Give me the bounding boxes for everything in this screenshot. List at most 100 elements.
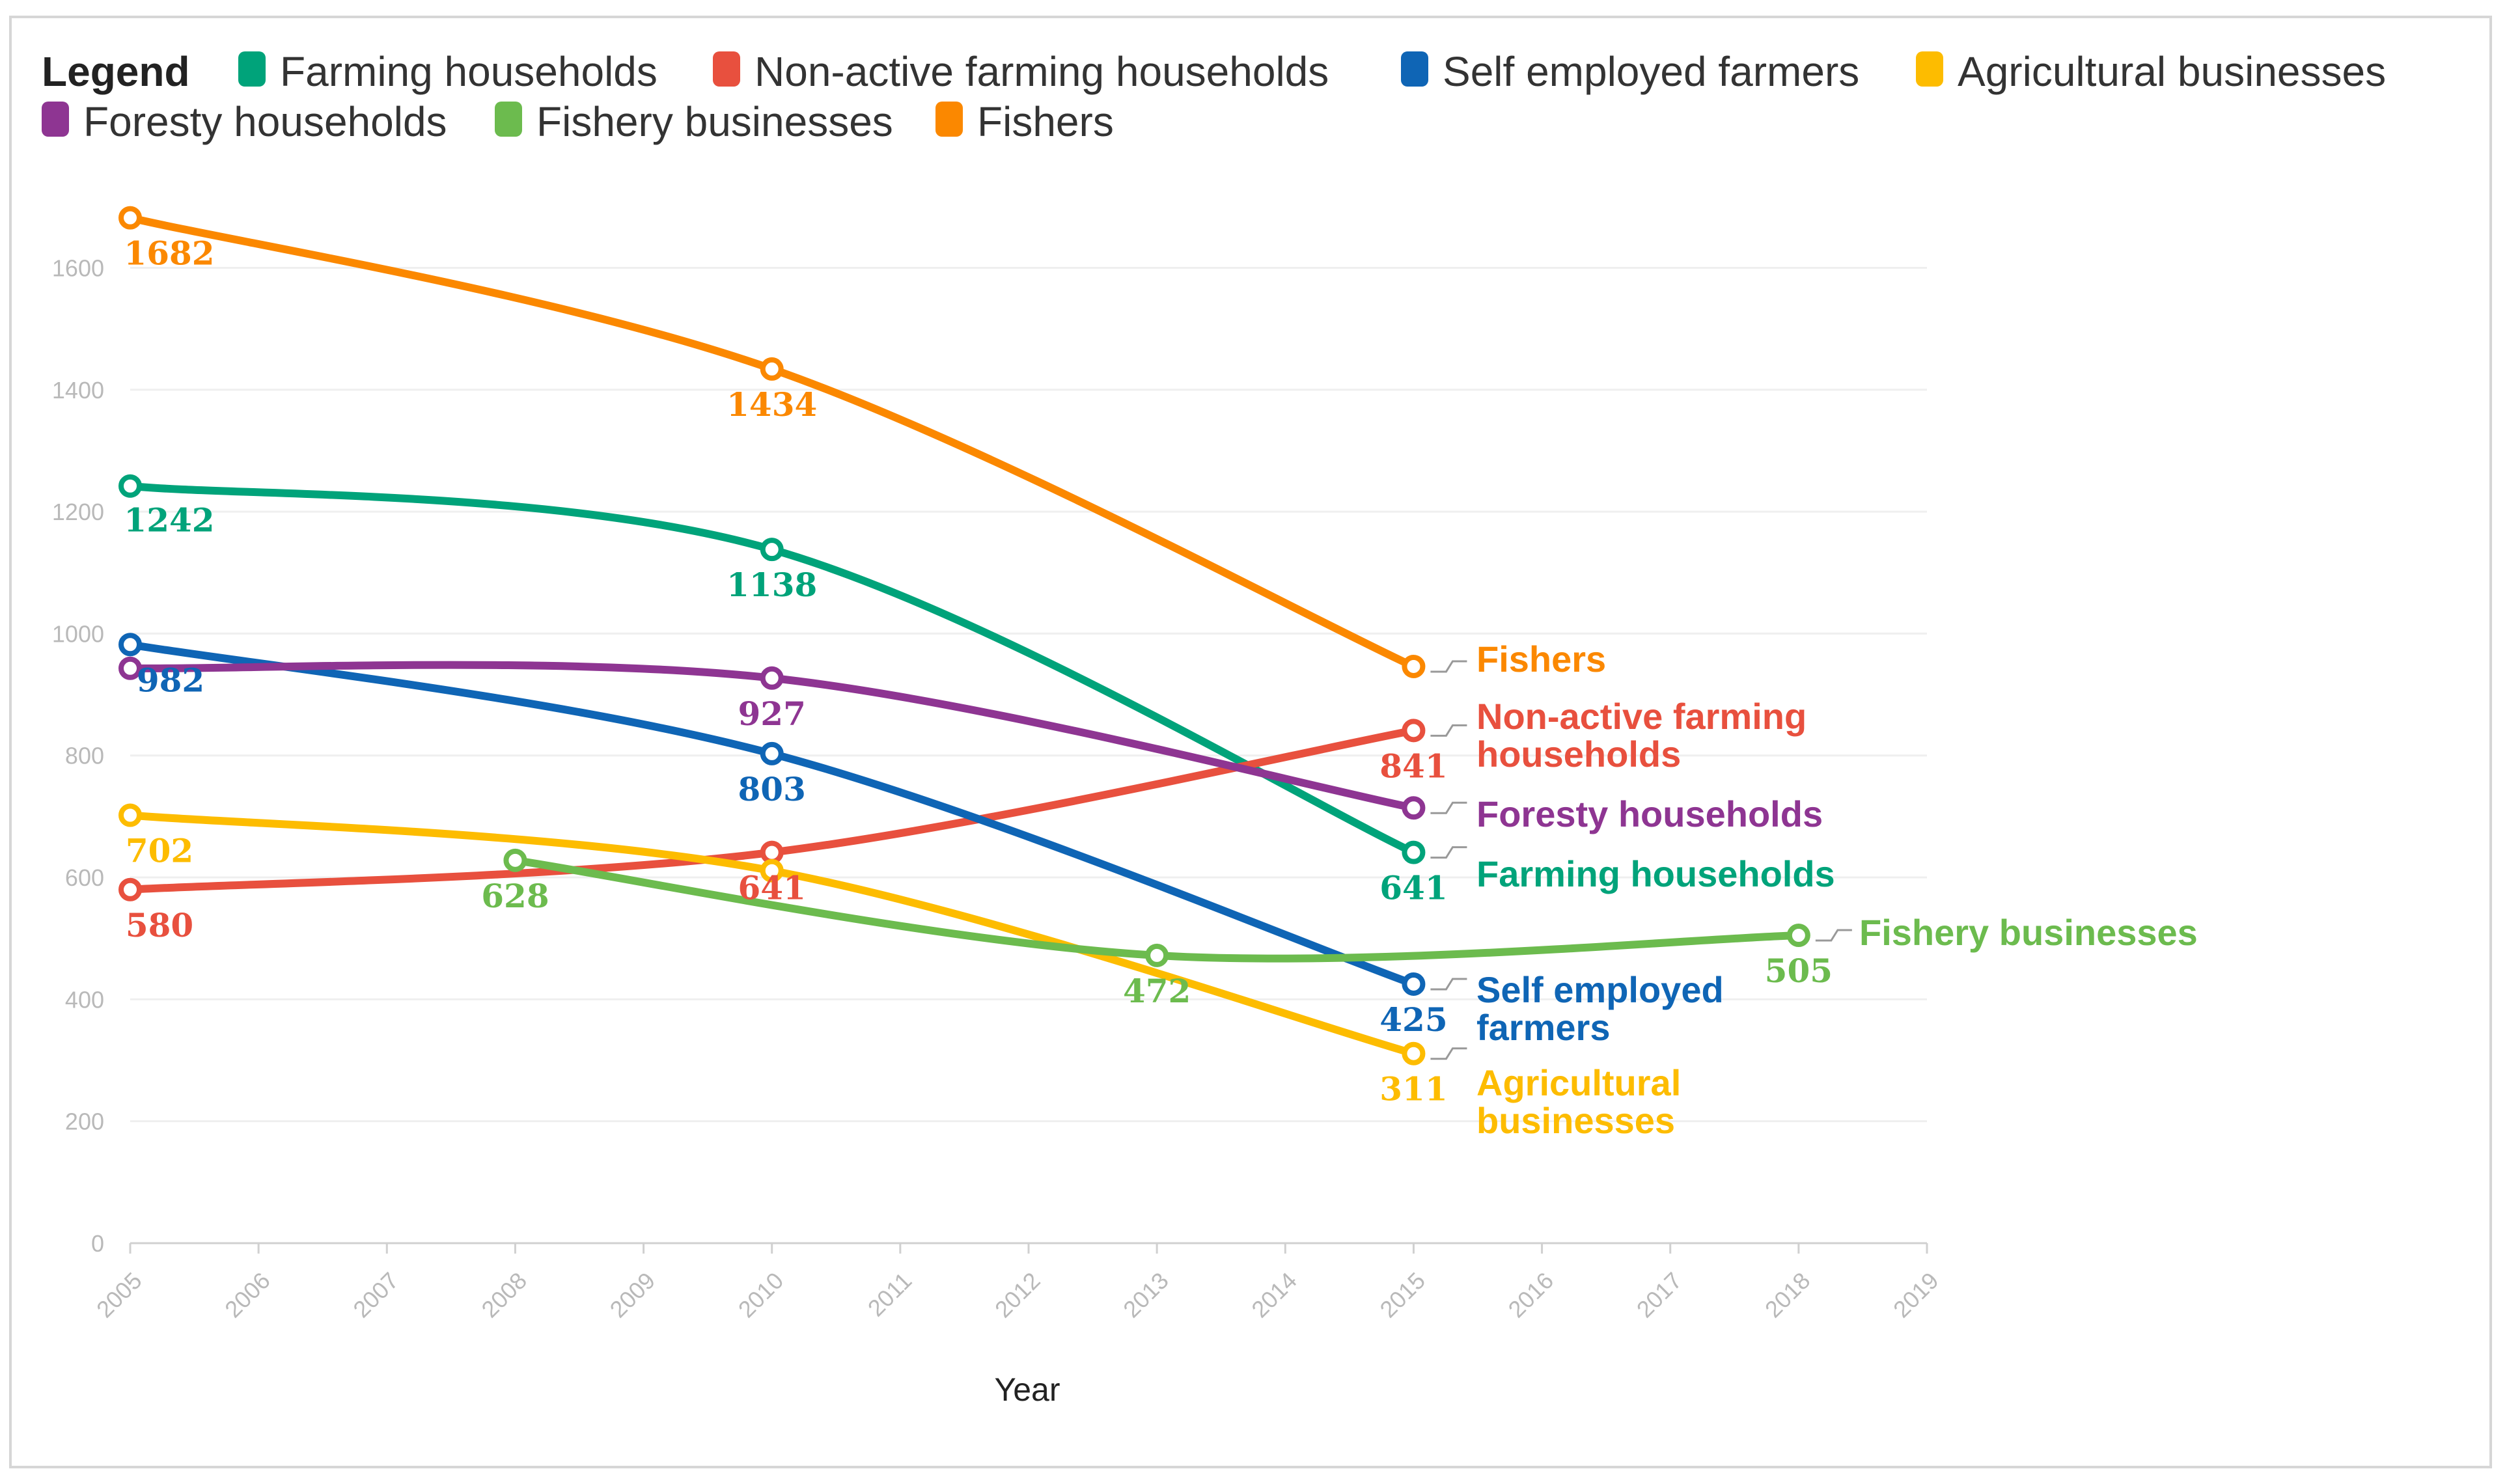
marker-fishbiz <box>503 848 527 872</box>
end-label-agri: Agricultural <box>1476 1062 1681 1103</box>
x-tick-label: 2012 <box>990 1267 1046 1323</box>
axes: 0 200 400 600 800 1000 1200 1400 1600 2005 2006 200… <box>52 254 1944 1323</box>
marker-forest <box>1402 796 1426 820</box>
x-tick-label: 2011 <box>863 1267 917 1322</box>
y-tick-label: 600 <box>65 864 104 891</box>
data-label-farming: 1242 <box>124 501 214 540</box>
x-tick-label: 2013 <box>1118 1267 1174 1323</box>
end-label-farming: Farming households <box>1476 853 1835 894</box>
legend-swatch-agri <box>1916 51 1943 87</box>
legend-swatch-nonactive <box>713 51 740 87</box>
end-label-fishers: Fishers <box>1476 639 1606 680</box>
y-tick-label: 400 <box>65 986 104 1013</box>
marker-forest <box>760 666 784 690</box>
x-tick-label: 2010 <box>733 1267 789 1323</box>
y-tick-label: 1200 <box>52 499 104 525</box>
marker-nonactive <box>118 877 142 901</box>
y-tick-label: 1000 <box>52 620 104 647</box>
marker-agri <box>760 859 784 883</box>
marker-fishers <box>1402 654 1426 678</box>
marker-selfemp <box>1402 972 1426 996</box>
gridlines <box>130 266 1927 1244</box>
marker-farming <box>1402 840 1426 864</box>
marker-forest <box>118 656 142 680</box>
leader-line-agri <box>1430 1047 1467 1060</box>
legend-label-farming: Farming households <box>280 48 658 95</box>
marker-fishbiz <box>1786 924 1810 948</box>
legend-label-forest: Foresty households <box>83 98 447 145</box>
data-label-nonactive: 580 <box>126 906 193 944</box>
legend-label-fishbiz: Fishery businesses <box>536 98 893 145</box>
data-label-fishers: 1682 <box>124 234 214 273</box>
data-label-farming: 1138 <box>727 566 817 604</box>
leader-line-selfemp <box>1430 978 1467 991</box>
marker-agri <box>1402 1041 1426 1065</box>
legend-swatch-selfemp <box>1401 51 1428 87</box>
legend-label-selfemp: Self employed farmers <box>1443 48 1859 95</box>
chart-frame <box>9 16 2492 1468</box>
legend: Legend Farming households Non-active farmi… <box>42 48 2386 145</box>
marker-fishers <box>760 357 784 381</box>
y-tick-label: 0 <box>91 1230 104 1257</box>
data-label-nonactive: 641 <box>738 869 806 907</box>
y-tick-label: 1600 <box>52 254 104 281</box>
data-label-selfemp: 425 <box>1379 1000 1447 1039</box>
leader-line-fishers <box>1430 660 1467 673</box>
end-label-nonactive: Non-active farming <box>1476 696 1807 737</box>
data-label-farming: 641 <box>1379 869 1447 907</box>
x-tick-label: 2019 <box>1888 1267 1944 1323</box>
end-label-selfemp: Self employed <box>1476 969 1724 1010</box>
legend-swatch-fishbiz <box>495 102 522 137</box>
marker-selfemp <box>760 741 784 765</box>
series-lines <box>126 213 1803 1058</box>
legend-swatch-forest <box>42 102 69 137</box>
x-tick-label: 2007 <box>348 1267 404 1323</box>
data-label-forest: 927 <box>738 694 806 733</box>
x-tick-label: 2014 <box>1246 1267 1302 1323</box>
x-tick-label: 2009 <box>605 1267 661 1323</box>
data-label-selfemp: 803 <box>738 770 806 808</box>
x-tick-label: 2017 <box>1631 1267 1687 1323</box>
marker-farming <box>760 538 784 562</box>
data-label-fishbiz: 472 <box>1123 972 1191 1010</box>
data-labels: 1242 1138 641 Farming households 580 641 841 No… <box>124 234 2197 1141</box>
x-tick-label: 2006 <box>219 1267 275 1323</box>
end-label-nonactive: households <box>1476 734 1681 775</box>
data-label-agri: 702 <box>126 832 193 870</box>
marker-selfemp <box>118 633 142 657</box>
leader-line-farming <box>1430 846 1467 859</box>
leader-line-fishbiz <box>1815 929 1852 942</box>
marker-nonactive <box>760 840 784 864</box>
x-tick-label: 2015 <box>1374 1267 1430 1323</box>
y-tick-label: 800 <box>65 743 104 769</box>
y-tick-label: 1400 <box>52 377 104 404</box>
data-label-fishbiz: 628 <box>481 877 549 915</box>
end-label-forest: Foresty households <box>1476 793 1823 834</box>
end-label-agri: businesses <box>1476 1100 1675 1141</box>
marker-farming <box>118 474 142 498</box>
legend-label-agri: Agricultural businesses <box>1958 48 2386 95</box>
data-label-selfemp: 982 <box>137 661 204 699</box>
end-label-fishbiz: Fishery businesses <box>1859 912 2198 953</box>
legend-label-fishers: Fishers <box>977 98 1114 145</box>
data-label-fishbiz: 505 <box>1765 952 1833 990</box>
x-tick-label: 2016 <box>1503 1267 1559 1323</box>
legend-swatch-farming <box>238 51 266 87</box>
data-label-agri: 311 <box>1379 1070 1447 1108</box>
data-markers <box>118 206 1810 1065</box>
x-tick-label: 2005 <box>91 1267 147 1323</box>
y-tick-label: 200 <box>65 1108 104 1135</box>
legend-title: Legend <box>42 48 190 95</box>
x-tick-label: 2008 <box>476 1267 532 1323</box>
x-tick-label: 2018 <box>1760 1267 1816 1323</box>
legend-swatch-fishers <box>935 102 963 137</box>
data-label-fishers: 1434 <box>727 385 817 424</box>
marker-fishbiz <box>1145 943 1169 967</box>
leader-line-forest <box>1430 801 1467 814</box>
data-label-nonactive: 841 <box>1379 747 1447 785</box>
marker-agri <box>118 803 142 827</box>
marker-fishers <box>118 206 142 230</box>
end-label-selfemp: farmers <box>1476 1007 1610 1048</box>
marker-nonactive <box>1402 719 1426 743</box>
